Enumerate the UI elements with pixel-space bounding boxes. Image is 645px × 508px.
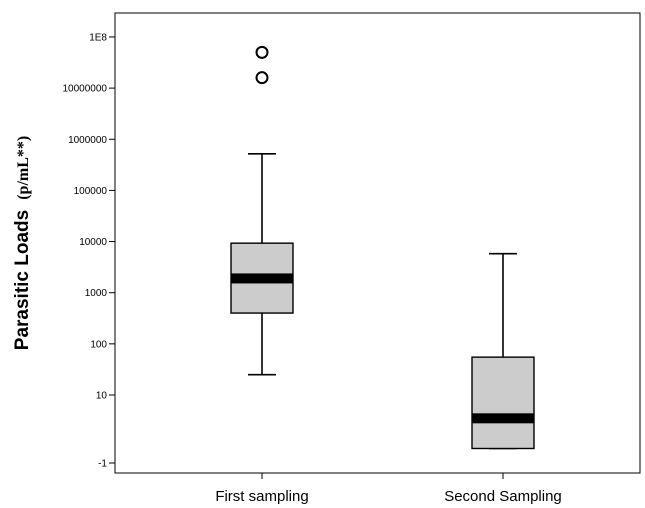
x-category-label: First sampling (215, 488, 308, 505)
y-tick-label: 1000 (85, 288, 108, 299)
y-tick-label: -1 (98, 459, 107, 470)
y-tick-label: 100000 (74, 186, 108, 197)
y-tick-label: 10 (96, 391, 108, 402)
y-tick-label: 1E8 (89, 32, 107, 43)
y-axis: 1E8 10000000 1000000 100000 10000 1000 100 10 -1 (63, 32, 115, 470)
box-1 (230, 45, 294, 376)
y-tick-label: 100 (90, 339, 107, 350)
y-tick-label: 10000000 (63, 84, 108, 95)
y-axis-label: Parasitic Loads (p/mL**) (12, 136, 33, 350)
y-tick-label: 1000000 (68, 135, 107, 146)
box-series (230, 45, 535, 450)
box-2 (471, 252, 535, 450)
plot-frame (114, 12, 641, 474)
y-axis-unit: (p/mL**) (15, 136, 32, 200)
x-category-label: Second Sampling (444, 488, 562, 505)
outlier-point (255, 71, 269, 85)
median-line (231, 273, 293, 284)
iqr-box (471, 356, 535, 450)
y-axis-title: Parasitic Loads (12, 210, 33, 350)
median-line (472, 413, 534, 424)
outlier-point (255, 45, 269, 59)
x-axis: First sampling Second Sampling (215, 473, 562, 505)
y-tick-label: 10000 (79, 237, 107, 248)
